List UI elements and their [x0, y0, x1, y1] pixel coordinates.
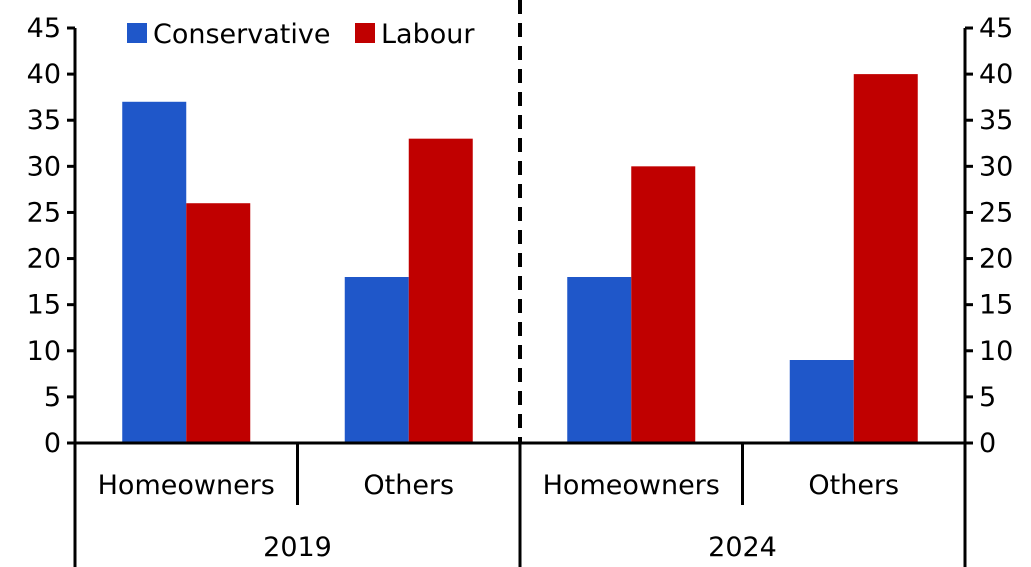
- y-tick-label-left: 35: [27, 105, 61, 136]
- bar-conservative-1: [344, 277, 409, 443]
- y-tick-label-right: 20: [979, 244, 1013, 275]
- y-tick-label-left: 20: [27, 244, 61, 275]
- y-tick-label-right: 5: [979, 382, 996, 413]
- x-category-label: Others: [363, 470, 454, 501]
- x-group-label: 2019: [263, 532, 332, 563]
- bar-conservative-0: [122, 101, 187, 444]
- bar-conservative-3: [789, 360, 854, 443]
- bar-conservative-2: [567, 277, 632, 443]
- y-tick-label-right: 35: [979, 105, 1013, 136]
- y-tick-label-right: 0: [979, 428, 996, 459]
- y-tick-label-left: 0: [44, 428, 61, 459]
- legend-swatch-conservative: [127, 23, 147, 43]
- legend-swatch-labour: [355, 23, 375, 43]
- y-tick-label-right: 15: [979, 290, 1013, 321]
- y-tick-label-left: 10: [27, 336, 61, 367]
- y-tick-label-right: 40: [979, 59, 1013, 90]
- y-tick-label-left: 25: [27, 197, 61, 228]
- legend-label-conservative: Conservative: [153, 19, 330, 50]
- x-category-label: Others: [808, 470, 899, 501]
- y-tick-label-left: 45: [27, 13, 61, 44]
- y-tick-label-left: 15: [27, 290, 61, 321]
- bar-labour-0: [186, 203, 251, 443]
- axes: 0 0 5 5 10 10 15 15 20 20 25 25 30 30 35 35 40 40 45 45 Home…: [27, 0, 1013, 567]
- x-group-label: 2024: [708, 532, 777, 563]
- y-tick-label-left: 30: [27, 151, 61, 182]
- bar-labour-2: [631, 166, 696, 444]
- y-tick-label-right: 30: [979, 151, 1013, 182]
- y-tick-label-right: 45: [979, 13, 1013, 44]
- bar-labour-3: [853, 74, 918, 443]
- y-tick-label-right: 25: [979, 197, 1013, 228]
- legend: Conservative Labour: [127, 19, 475, 50]
- legend-label-labour: Labour: [381, 19, 475, 50]
- plot-bars: [122, 74, 918, 444]
- x-category-label: Homeowners: [543, 470, 720, 501]
- x-category-label: Homeowners: [98, 470, 275, 501]
- bar-labour-1: [408, 138, 473, 443]
- y-tick-label-right: 10: [979, 336, 1013, 367]
- y-tick-label-left: 40: [27, 59, 61, 90]
- y-tick-label-left: 5: [44, 382, 61, 413]
